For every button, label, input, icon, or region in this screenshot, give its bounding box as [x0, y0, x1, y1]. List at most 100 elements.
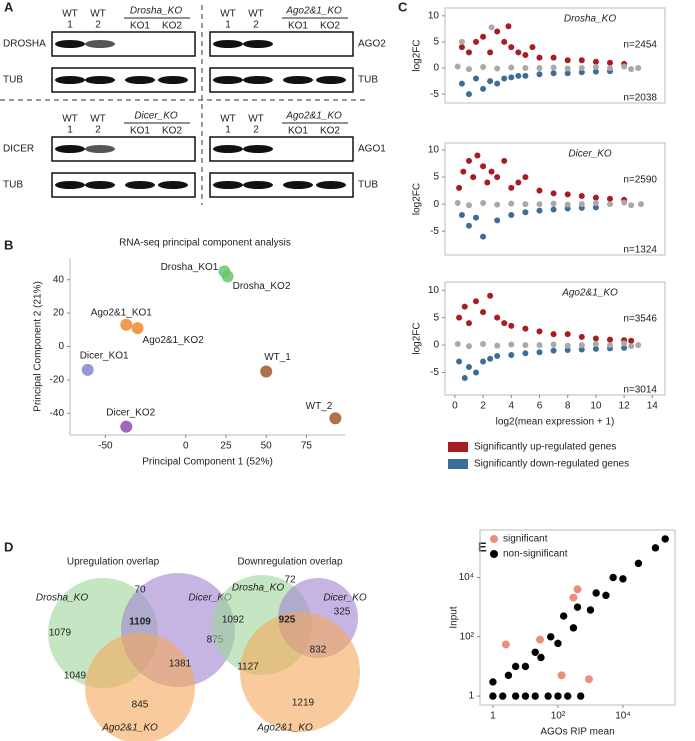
gene-point — [465, 364, 472, 371]
x-tick-label: 14 — [647, 401, 659, 412]
region-count: 1219 — [292, 698, 315, 709]
rip-point — [488, 677, 498, 687]
x-tick-label: 25 — [220, 441, 232, 452]
gene-point — [508, 64, 515, 71]
gene-point — [480, 358, 487, 365]
gene-point — [473, 214, 480, 221]
gene-point — [515, 72, 522, 79]
x-tick-label: 10 — [590, 401, 602, 412]
y-tick-label: -5 — [430, 226, 439, 237]
lane-label: 1 — [67, 125, 73, 136]
y-tick-label: 10 — [428, 145, 440, 156]
row-label: AGO2 — [358, 39, 386, 50]
gene-point — [607, 195, 613, 202]
set-label: Dicer_KO — [188, 593, 232, 604]
rip-point — [573, 585, 582, 594]
gene-point — [480, 200, 487, 207]
plot-frame — [444, 281, 666, 396]
region-count: 70 — [134, 585, 146, 596]
gene-point — [458, 38, 465, 45]
gene-point — [607, 65, 613, 72]
gene-point — [607, 336, 613, 343]
gene-point — [578, 57, 585, 64]
gene-point — [592, 58, 599, 65]
gene-point — [578, 193, 585, 200]
region-count: 1049 — [64, 671, 87, 682]
region-count: 845 — [132, 700, 149, 711]
lane-label: 2 — [95, 125, 101, 136]
gene-point — [592, 345, 599, 352]
gene-point — [494, 314, 501, 321]
rip-point — [569, 593, 578, 602]
x-tick-label: 6 — [537, 401, 543, 412]
gene-point — [522, 342, 529, 349]
gene-point — [508, 322, 515, 329]
y-tick-label: -5 — [430, 89, 439, 100]
lane-label: WT — [248, 9, 264, 20]
gene-point — [480, 63, 487, 70]
gene-point — [536, 342, 543, 349]
gene-point — [461, 303, 468, 310]
x-tick-label: 50 — [261, 441, 273, 452]
region-count: 925 — [279, 615, 296, 626]
gene-point — [465, 320, 472, 327]
gene-point — [465, 157, 472, 164]
gene-point — [494, 28, 501, 35]
gene-point — [536, 349, 543, 356]
gene-point — [480, 33, 487, 40]
gene-point — [454, 63, 461, 70]
y-tick-label: 10² — [460, 631, 475, 642]
lane-label: WT — [248, 114, 264, 125]
row-label: TUB — [358, 180, 378, 191]
gene-point — [508, 44, 515, 51]
legend-marker — [490, 535, 498, 543]
gene-point — [505, 23, 512, 30]
pca-point — [131, 322, 144, 335]
gene-point — [564, 347, 571, 354]
region-count: 72 — [284, 575, 296, 586]
x-tick-label: 75 — [301, 441, 313, 452]
band — [283, 181, 313, 189]
gene-point — [488, 168, 495, 175]
gene-point — [480, 309, 487, 316]
gene-point — [454, 200, 461, 207]
x-axis-label: Principal Component 1 (52%) — [142, 457, 273, 468]
gene-point — [494, 65, 501, 72]
chart-title: Ago2&1_KO — [561, 288, 618, 299]
count-label: n=3014 — [623, 385, 657, 396]
gene-point — [480, 163, 487, 170]
gene-point — [635, 65, 642, 72]
point-label: Drosha_KO2 — [233, 281, 291, 292]
rip-point — [536, 653, 546, 662]
rip-point — [591, 588, 601, 598]
ko-group-label: Drosha_KO — [130, 6, 182, 17]
band — [85, 76, 115, 84]
pca-point — [260, 365, 273, 378]
rip-point — [557, 671, 566, 680]
gene-point — [592, 63, 599, 70]
band — [158, 181, 188, 189]
rip-point — [501, 640, 510, 649]
rip-point — [559, 611, 568, 621]
gene-point — [494, 174, 501, 181]
y-axis-label: Input — [449, 606, 460, 628]
lane-label: WT — [90, 9, 106, 20]
gene-point — [628, 337, 635, 344]
rip-point — [488, 691, 498, 701]
gene-point — [458, 44, 465, 51]
point-label: WT_1 — [264, 352, 291, 363]
gene-point — [522, 174, 529, 181]
y-axis-label: Principal Component 2 (21%) — [33, 281, 44, 412]
lane-label: 1 — [225, 125, 231, 136]
band — [243, 40, 273, 48]
gene-point — [564, 65, 571, 72]
panel-label: A — [4, 0, 14, 14]
gene-point — [465, 49, 472, 56]
rip-point — [521, 691, 530, 701]
gene-point — [550, 331, 557, 338]
legend-swatch — [448, 442, 468, 452]
x-tick-label: 2 — [480, 401, 486, 412]
rip-point — [576, 691, 585, 701]
